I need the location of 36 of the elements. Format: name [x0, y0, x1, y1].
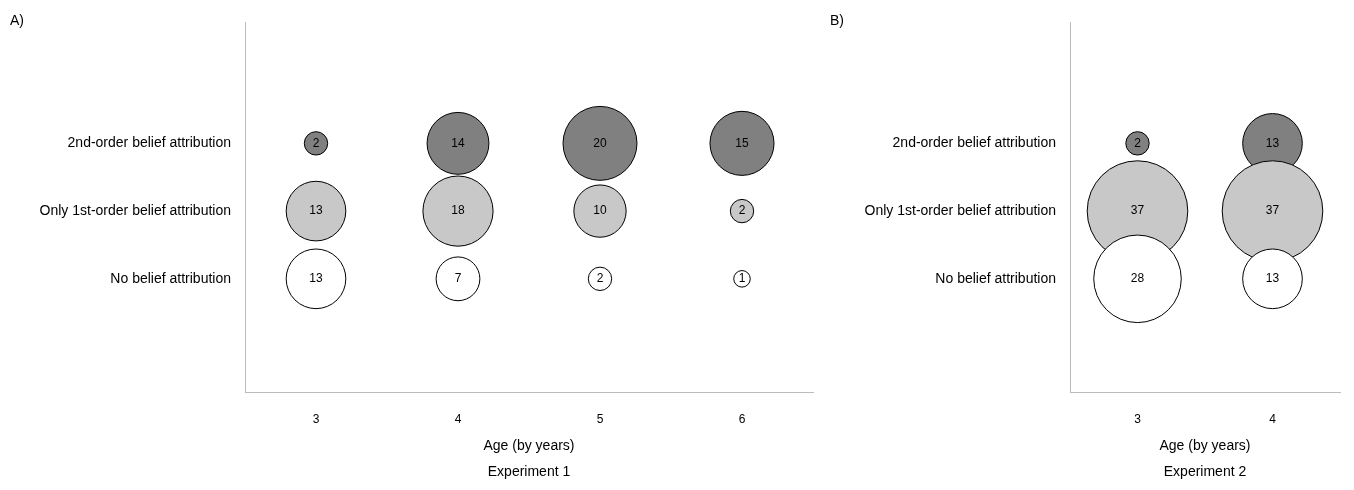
- y-tick-label: No belief attribution: [935, 269, 1056, 286]
- y-tick-label: 2nd-order belief attribution: [67, 134, 231, 151]
- x-tick-label: 6: [738, 411, 746, 426]
- data-label: 13: [1265, 135, 1280, 150]
- data-label: 2: [1134, 135, 1142, 150]
- data-label: 14: [451, 135, 465, 150]
- data-label: 28: [1130, 271, 1145, 286]
- y-tick-label: Only 1st-order belief attribution: [864, 201, 1056, 218]
- x-tick-label: 3: [1134, 411, 1142, 426]
- x-tick-label: 4: [1269, 411, 1277, 426]
- data-label: 18: [451, 203, 465, 218]
- y-tick-label: 2nd-order belief attribution: [892, 134, 1056, 151]
- text: Experiment 2: [1163, 462, 1247, 479]
- y-tick-label: No belief attribution: [110, 269, 231, 286]
- text: B): [830, 12, 844, 28]
- data-label: 37: [1130, 203, 1145, 218]
- text: Experiment 1: [487, 462, 571, 479]
- x-tick-label: 5: [596, 411, 604, 426]
- data-label: 37: [1265, 203, 1280, 218]
- data-label: 7: [454, 271, 462, 286]
- data-label: 2: [738, 203, 746, 218]
- x-axis-title: Age (by years): [483, 436, 575, 453]
- data-label: 2: [596, 271, 604, 286]
- data-label: 15: [735, 135, 749, 150]
- data-label: 13: [309, 203, 323, 218]
- data-label: 10: [593, 203, 607, 218]
- x-tick-label: 3: [312, 411, 320, 426]
- text: A): [10, 12, 24, 28]
- x-axis-title: Age (by years): [1159, 436, 1251, 453]
- data-label: 13: [1265, 271, 1280, 286]
- x-tick-label: 4: [454, 411, 462, 426]
- y-tick-label: Only 1st-order belief attribution: [39, 201, 231, 218]
- data-label: 2: [312, 135, 320, 150]
- data-label: 13: [309, 271, 323, 286]
- data-label: 20: [593, 135, 607, 150]
- data-label: 1: [738, 271, 746, 286]
